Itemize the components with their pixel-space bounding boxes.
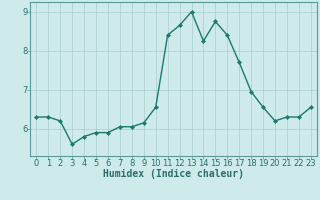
- X-axis label: Humidex (Indice chaleur): Humidex (Indice chaleur): [103, 169, 244, 179]
